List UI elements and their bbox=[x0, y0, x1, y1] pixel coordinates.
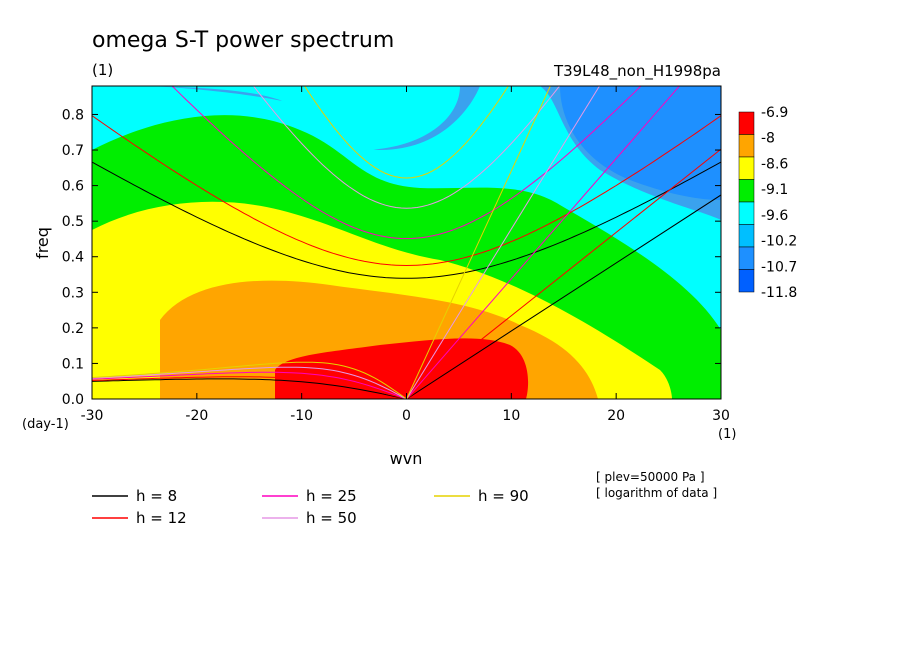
colorbar: -6.9 -8 -8.6 -9.1 -9.6 -10.2 -10.7 -11.8 bbox=[738, 105, 797, 301]
y-axis-label: freq bbox=[33, 227, 52, 259]
chart-subtitle-left: (1) bbox=[92, 61, 113, 79]
colorbar-swatch bbox=[738, 201, 755, 225]
y-tick-label: 0.7 bbox=[62, 143, 84, 159]
colorbar-swatch bbox=[738, 111, 755, 135]
y-tick-label: 0.0 bbox=[62, 392, 84, 408]
colorbar-swatch bbox=[738, 224, 755, 248]
x-tick-label: 10 bbox=[502, 408, 520, 424]
colorbar-label: -10.2 bbox=[761, 234, 797, 250]
ig-curve-h25 bbox=[171, 86, 642, 240]
kelvin-curve-h90 bbox=[406, 86, 551, 399]
ig-curve-h8 bbox=[92, 161, 721, 279]
legend-label: h = 12 bbox=[136, 509, 187, 527]
note-log: [ logarithm of data ] bbox=[596, 486, 717, 500]
legend: h = 8 h = 12 h = 25 h = 50 h = 90 bbox=[92, 487, 529, 527]
y-tick-label: 0.2 bbox=[62, 321, 84, 337]
legend-label: h = 25 bbox=[306, 487, 357, 505]
y-axis: 0.0 0.1 0.2 0.3 0.4 0.5 0.6 0.7 0.8 bbox=[62, 107, 721, 408]
colorbar-label: -11.8 bbox=[761, 285, 797, 301]
ig-curve-h90 bbox=[304, 86, 509, 179]
rossby-curve-h25 bbox=[92, 371, 407, 399]
y-tick-label: 0.6 bbox=[62, 179, 84, 195]
colorbar-swatch bbox=[738, 246, 755, 270]
colorbar-swatch bbox=[738, 156, 755, 180]
x-tick-label: 20 bbox=[607, 408, 625, 424]
kelvin-curve-h25 bbox=[406, 86, 681, 399]
ig-curve-h12 bbox=[92, 115, 721, 267]
rossby-curve-h8 bbox=[92, 378, 407, 399]
x-unit-label: (1) bbox=[718, 427, 736, 442]
colorbar-label: -9.6 bbox=[761, 208, 788, 224]
plot-area bbox=[92, 86, 721, 399]
colorbar-label: -9.1 bbox=[761, 182, 788, 198]
colorbar-label: -10.7 bbox=[761, 259, 797, 275]
colorbar-swatch bbox=[738, 179, 755, 203]
kelvin-curve-h8 bbox=[406, 194, 721, 399]
dispersion-curves bbox=[92, 86, 721, 399]
x-axis-label: wvn bbox=[390, 449, 423, 468]
x-tick-label: -20 bbox=[185, 408, 208, 424]
colorbar-swatch bbox=[738, 269, 755, 293]
y-tick-label: 0.5 bbox=[62, 214, 84, 230]
chart-subtitle-right: T39L48_non_H1998pa bbox=[553, 62, 721, 81]
legend-label: h = 8 bbox=[136, 487, 177, 505]
kelvin-curve-h12 bbox=[406, 148, 721, 399]
rossby-curve-h12 bbox=[92, 376, 407, 399]
rossby-curve-h90 bbox=[92, 361, 407, 399]
legend-label: h = 90 bbox=[478, 487, 529, 505]
chart-title: omega S-T power spectrum bbox=[92, 28, 394, 53]
y-unit-label: (day-1) bbox=[22, 417, 69, 432]
y-tick-label: 0.8 bbox=[62, 107, 84, 123]
colorbar-swatch bbox=[738, 134, 755, 158]
x-tick-label: -10 bbox=[290, 408, 313, 424]
y-tick-label: 0.4 bbox=[62, 250, 84, 266]
x-axis: -30 -20 -10 0 10 20 30 bbox=[81, 86, 730, 424]
colorbar-label: -8 bbox=[761, 131, 775, 147]
colorbar-label: -8.6 bbox=[761, 156, 788, 172]
ig-curve-h50 bbox=[252, 86, 561, 209]
x-tick-label: 30 bbox=[712, 408, 730, 424]
y-tick-label: 0.1 bbox=[62, 356, 84, 372]
legend-label: h = 50 bbox=[306, 509, 357, 527]
rossby-curve-h50 bbox=[92, 366, 407, 399]
kelvin-curve-h50 bbox=[406, 86, 601, 399]
colorbar-label: -6.9 bbox=[761, 105, 788, 121]
note-plev: [ plev=50000 Pa ] bbox=[596, 470, 705, 484]
y-tick-label: 0.3 bbox=[62, 285, 84, 301]
contour-fill-level-5 bbox=[92, 86, 460, 150]
x-tick-label: 0 bbox=[402, 408, 411, 424]
x-tick-label: -30 bbox=[81, 408, 104, 424]
